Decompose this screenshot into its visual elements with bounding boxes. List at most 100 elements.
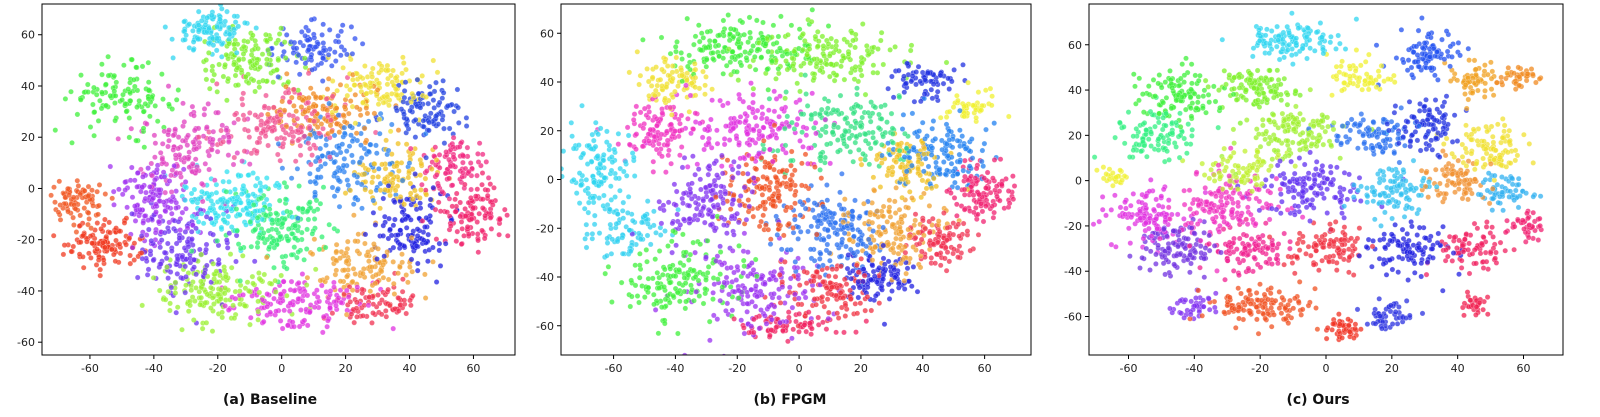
baseline-point-cluster-6 [447,163,454,170]
fpgm-point-cluster-14 [886,204,893,210]
baseline-point-cluster-13 [389,121,395,128]
baseline-point-cluster-22 [193,225,199,232]
baseline-point-cluster-9 [121,220,128,226]
baseline-point-cluster-12 [276,197,283,204]
baseline-point-cluster-3 [329,63,335,69]
fpgm-point-cluster-2 [776,70,782,77]
baseline-point-cluster-1 [105,53,111,60]
baseline-point-cluster-18 [400,276,406,282]
baseline-point-cluster-10 [132,177,138,184]
baseline-point-cluster-16 [202,299,209,306]
fpgm-point-cluster-0 [604,139,610,145]
fpgm-point-cluster-16 [677,260,684,266]
baseline-point-cluster-1 [125,86,132,92]
baseline-point-cluster-5 [428,110,434,117]
baseline-point-cluster-23 [365,167,372,173]
fpgm-point-cluster-11 [735,170,741,176]
fpgm-point-cluster-13 [841,230,848,236]
baseline-point-cluster-2 [224,97,230,104]
baseline-point-cluster-13 [350,159,356,165]
fpgm-point-cluster-20 [609,236,616,243]
fpgm-point-cluster-16 [629,293,635,300]
fpgm-point-cluster-19 [881,321,888,327]
baseline-point-cluster-5 [431,105,437,111]
fpgm-point-cluster-11 [708,196,715,203]
baseline-point-cluster-8 [90,203,96,209]
baseline-point-cluster-7 [502,206,508,213]
baseline-point-cluster-8 [85,183,92,190]
baseline-point-cluster-9 [80,232,86,239]
baseline-point-cluster-16 [198,294,204,301]
baseline-point-cluster-0 [242,20,248,26]
fpgm-point-cluster-2 [943,59,950,66]
baseline-point-cluster-21 [310,103,316,110]
baseline-point-cluster-4 [434,69,441,76]
baseline-point-cluster-16 [198,251,205,258]
baseline-point-cluster-21 [329,128,335,135]
fpgm-point-cluster-1 [750,43,756,49]
fpgm-point-cluster-18 [842,302,849,309]
baseline-point-cluster-13 [335,112,342,118]
baseline-point-cluster-15 [409,268,415,275]
fpgm-point-cluster-0 [631,173,638,179]
baseline-point-cluster-19 [193,167,200,174]
baseline-point-cluster-9 [102,216,108,223]
baseline-point-cluster-15 [343,311,350,318]
baseline-point-cluster-15 [372,280,378,287]
baseline-point-cluster-19 [186,164,193,170]
baseline-point-cluster-9 [126,235,133,241]
baseline-point-cluster-8 [85,221,91,228]
fpgm-point-cluster-10 [984,169,991,176]
fpgm-point-cluster-11 [679,164,686,171]
fpgm-point-cluster-1 [723,62,730,69]
fpgm-point-cluster-1 [712,38,718,45]
baseline-point-cluster-16 [191,317,197,323]
baseline-point-cluster-1 [103,81,109,88]
baseline-point-cluster-10 [143,189,149,196]
fpgm-point-cluster-11 [697,176,704,183]
baseline-point-cluster-16 [185,308,192,314]
fpgm-point-cluster-6 [663,169,669,175]
baseline-point-cluster-5 [414,76,421,83]
baseline-point-cluster-7 [491,185,497,191]
baseline-point-cluster-1 [85,81,91,88]
baseline-point-cluster-11 [217,196,224,203]
baseline-point-cluster-11 [237,211,243,218]
baseline-point-cluster-13 [361,145,368,152]
baseline-point-cluster-14 [436,240,443,247]
baseline-point-cluster-16 [250,280,256,287]
baseline-point-cluster-20 [328,117,334,123]
baseline-point-cluster-15 [380,261,386,268]
baseline-point-cluster-16 [246,288,252,294]
fpgm-point-cluster-6 [664,142,671,148]
baseline-point-cluster-19 [226,139,232,145]
baseline-point-cluster-19 [159,141,166,147]
fpgm-point-cluster-4 [913,69,919,75]
baseline-point-cluster-15 [375,246,381,252]
baseline-point-cluster-0 [206,25,212,32]
baseline-point-cluster-1 [126,134,133,141]
baseline-y-tick-label: 0 [28,182,35,195]
baseline-point-cluster-18 [370,301,377,307]
fpgm-point-cluster-9 [930,118,937,124]
fpgm-point-cluster-3 [634,49,641,55]
baseline-point-cluster-13 [346,143,353,149]
baseline-point-cluster-1 [169,106,175,112]
baseline-point-cluster-20 [247,110,253,116]
fpgm-point-cluster-17 [771,291,777,297]
baseline-point-cluster-9 [113,237,119,244]
baseline-point-cluster-0 [182,36,188,43]
baseline-point-cluster-16 [183,282,189,288]
baseline-point-cluster-18 [354,299,360,306]
fpgm-point-cluster-13 [795,236,801,242]
fpgm-point-cluster-12 [745,197,752,203]
baseline-point-cluster-12 [285,237,291,244]
baseline-point-cluster-11 [213,189,220,196]
baseline-point-cluster-18 [329,310,336,316]
baseline-point-cluster-20 [239,96,245,102]
fpgm-point-cluster-14 [897,236,904,242]
baseline-point-cluster-22 [193,271,199,278]
baseline-point-cluster-15 [263,254,270,261]
baseline-point-cluster-17 [314,287,320,293]
baseline-point-cluster-8 [66,192,72,198]
